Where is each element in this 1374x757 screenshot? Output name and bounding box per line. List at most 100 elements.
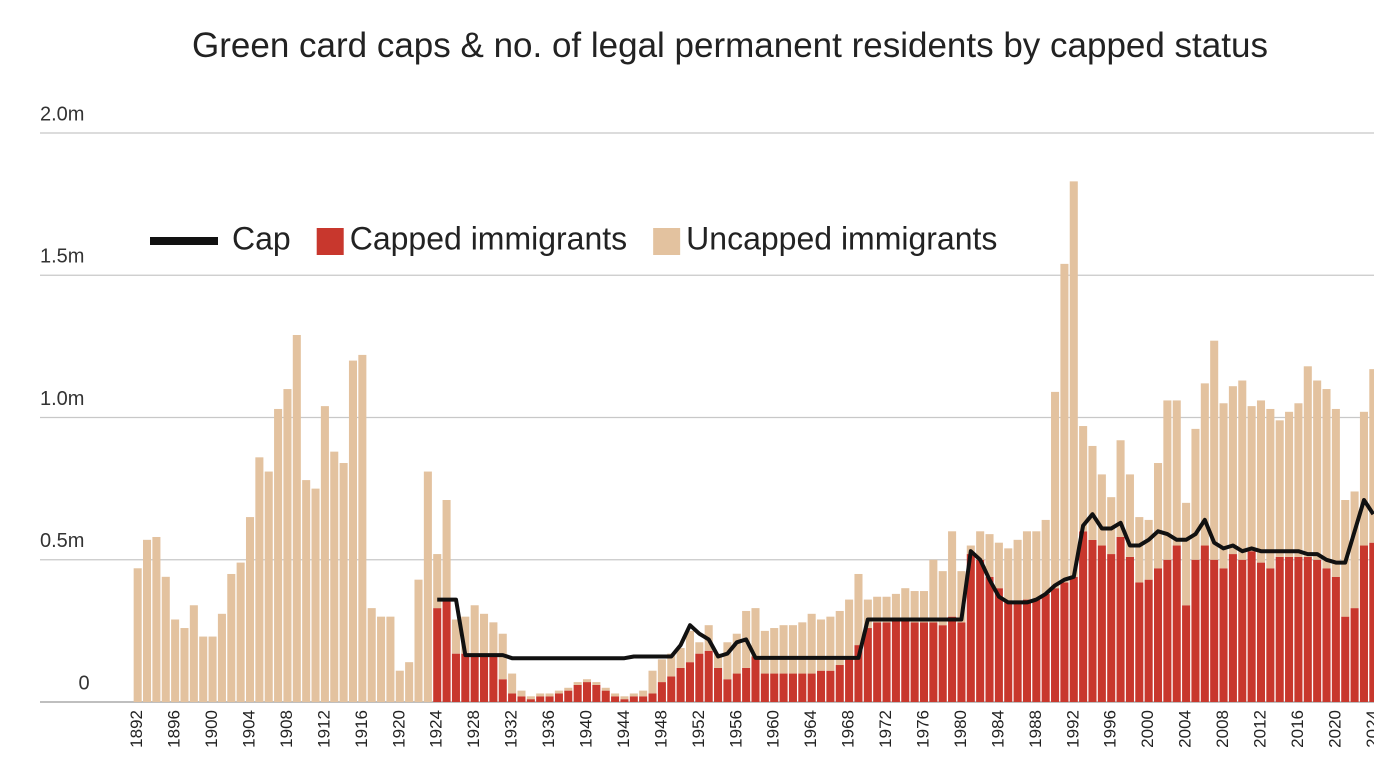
bar (919, 622, 929, 702)
bar (910, 622, 919, 702)
bar (948, 616, 957, 702)
bar (957, 622, 966, 702)
bar (255, 457, 264, 702)
bar (582, 679, 592, 683)
bar (330, 451, 339, 702)
bar (1266, 408, 1275, 569)
bar (302, 480, 311, 702)
bar (292, 334, 301, 702)
bar (1004, 548, 1013, 603)
bar (1097, 545, 1106, 702)
bar (807, 613, 816, 674)
bar (676, 647, 685, 668)
x-tick-label: 2008 (1213, 710, 1232, 748)
bar (657, 659, 666, 683)
bar (395, 670, 404, 702)
bar (386, 616, 395, 702)
bar (1032, 599, 1041, 702)
bar (751, 608, 760, 657)
x-tick-label: 1944 (614, 710, 633, 748)
bar (826, 670, 835, 702)
legend-swatch (653, 228, 681, 255)
x-tick-label: 1920 (389, 710, 408, 748)
bar (1247, 406, 1256, 552)
x-tick-label: 1912 (314, 710, 333, 748)
bar (901, 619, 910, 702)
x-tick-label: 2024 (1363, 710, 1374, 748)
bar (1350, 608, 1359, 702)
bar (1013, 602, 1022, 702)
x-tick-label: 1900 (202, 710, 221, 748)
bar (817, 619, 826, 671)
bar (1322, 568, 1331, 702)
bar (227, 573, 236, 702)
bar (1041, 519, 1050, 594)
bar (1135, 517, 1144, 583)
bar (929, 559, 938, 623)
bar (1228, 386, 1237, 555)
bar (695, 653, 704, 702)
bar (1256, 562, 1266, 702)
bar (414, 579, 423, 702)
bar (629, 693, 638, 697)
bar (1331, 408, 1340, 577)
bar (1079, 426, 1088, 532)
bar (1228, 554, 1237, 702)
bar (676, 667, 685, 702)
bar (985, 576, 994, 702)
bar (1219, 403, 1228, 569)
bar (1331, 576, 1340, 702)
bar (433, 554, 442, 609)
bar (863, 599, 872, 629)
x-tick-label: 1992 (1063, 710, 1082, 748)
bar (835, 610, 844, 666)
bar (1275, 420, 1284, 557)
bar (1163, 559, 1172, 702)
bar (1069, 576, 1078, 702)
bar (966, 554, 975, 702)
bar (536, 696, 545, 702)
bar (770, 628, 779, 674)
x-tick-label: 1928 (464, 710, 483, 748)
bar (133, 568, 142, 702)
bar (470, 605, 479, 654)
bar (245, 517, 255, 702)
bar (854, 573, 863, 646)
x-tick-label: 1976 (913, 710, 932, 748)
bar (648, 670, 657, 694)
bar (283, 389, 292, 702)
bar (517, 696, 526, 702)
bar (1350, 491, 1359, 609)
bar (667, 653, 676, 677)
bar (1172, 400, 1181, 546)
bar (854, 645, 863, 702)
bar (1359, 545, 1368, 702)
bar (1144, 519, 1153, 580)
bar (685, 662, 694, 702)
bar (817, 670, 826, 702)
bar (994, 542, 1003, 589)
bar (1369, 369, 1374, 543)
bar (648, 693, 657, 702)
legend: Cap Capped immigrants Uncapped immigrants (150, 220, 997, 256)
bar (882, 596, 891, 623)
bar (348, 360, 358, 702)
bar (891, 593, 900, 620)
bar (1210, 340, 1219, 560)
bar (1116, 536, 1125, 702)
y-tick-label: 1.5m (40, 246, 84, 268)
bar (461, 616, 470, 654)
bar (807, 673, 816, 702)
bar (910, 591, 919, 623)
bar (1219, 568, 1228, 702)
bar (845, 599, 854, 657)
bar (1069, 181, 1078, 577)
bar (611, 696, 620, 702)
bar (1294, 556, 1303, 702)
bar (976, 559, 985, 702)
bar (639, 696, 648, 702)
bar (639, 690, 648, 697)
bar (760, 673, 769, 702)
bar (1153, 463, 1163, 569)
bar (704, 650, 713, 702)
